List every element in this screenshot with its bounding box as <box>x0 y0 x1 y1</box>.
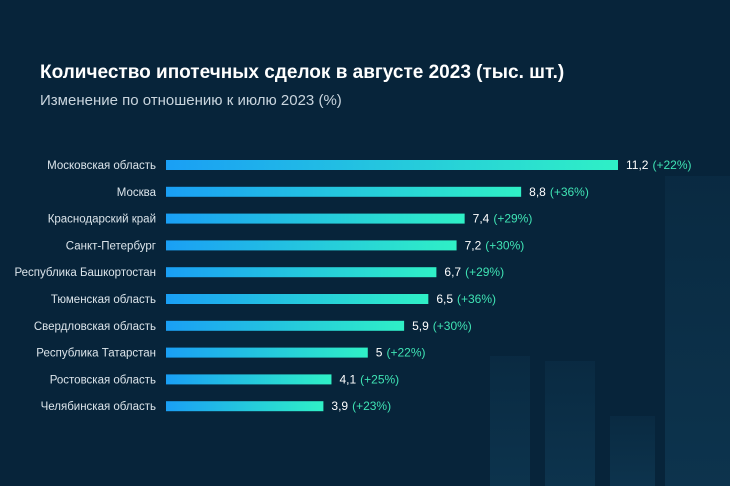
value-label: 6,5 <box>436 292 453 306</box>
category-label: Москва <box>117 187 157 199</box>
bar <box>166 186 522 197</box>
change-label: (+29%) <box>465 265 504 279</box>
change-label: (+36%) <box>457 292 496 306</box>
bar <box>166 160 618 170</box>
value-label: 7,4 <box>473 212 490 226</box>
category-label: Республика Башкортостан <box>14 267 156 279</box>
background-decoration <box>545 361 595 486</box>
value-label: 4,1 <box>339 372 356 386</box>
bar <box>166 401 324 412</box>
change-label: (+30%) <box>485 238 524 252</box>
value-label: 6,7 <box>444 265 461 279</box>
chart-subtitle: Изменение по отношению к июлю 2023 (%) <box>40 92 342 109</box>
bar <box>166 294 429 304</box>
bar <box>166 374 332 385</box>
bar <box>166 240 457 251</box>
change-label: (+29%) <box>493 212 532 226</box>
value-label: 7,2 <box>465 238 482 252</box>
change-label: (+25%) <box>360 372 399 386</box>
category-label: Челябинская область <box>41 401 156 413</box>
bar <box>166 213 465 224</box>
change-label: (+36%) <box>550 185 589 199</box>
bar <box>166 320 405 331</box>
background-decoration <box>665 176 730 486</box>
value-label: 3,9 <box>331 399 348 413</box>
background-decoration <box>610 416 655 486</box>
change-label: (+23%) <box>352 399 391 413</box>
change-label: (+22%) <box>652 158 691 172</box>
category-label: Свердловская область <box>34 321 156 333</box>
change-label: (+30%) <box>433 319 472 333</box>
value-label: 5,9 <box>412 319 429 333</box>
category-label: Тюменская область <box>51 294 156 306</box>
value-label: 8,8 <box>529 185 546 199</box>
chart-title: Количество ипотечных сделок в августе 20… <box>40 62 565 83</box>
change-label: (+22%) <box>386 346 425 360</box>
bar <box>166 267 437 278</box>
category-label: Московская область <box>47 160 156 172</box>
value-label: 11,2 <box>626 158 649 172</box>
category-label: Республика Татарстан <box>36 348 156 360</box>
category-label: Ростовская область <box>50 374 156 386</box>
category-label: Санкт-Петербург <box>66 240 156 252</box>
value-label: 5 <box>376 346 383 360</box>
background-decoration <box>490 356 530 486</box>
category-label: Краснодарский край <box>48 214 156 226</box>
bar <box>166 347 368 358</box>
